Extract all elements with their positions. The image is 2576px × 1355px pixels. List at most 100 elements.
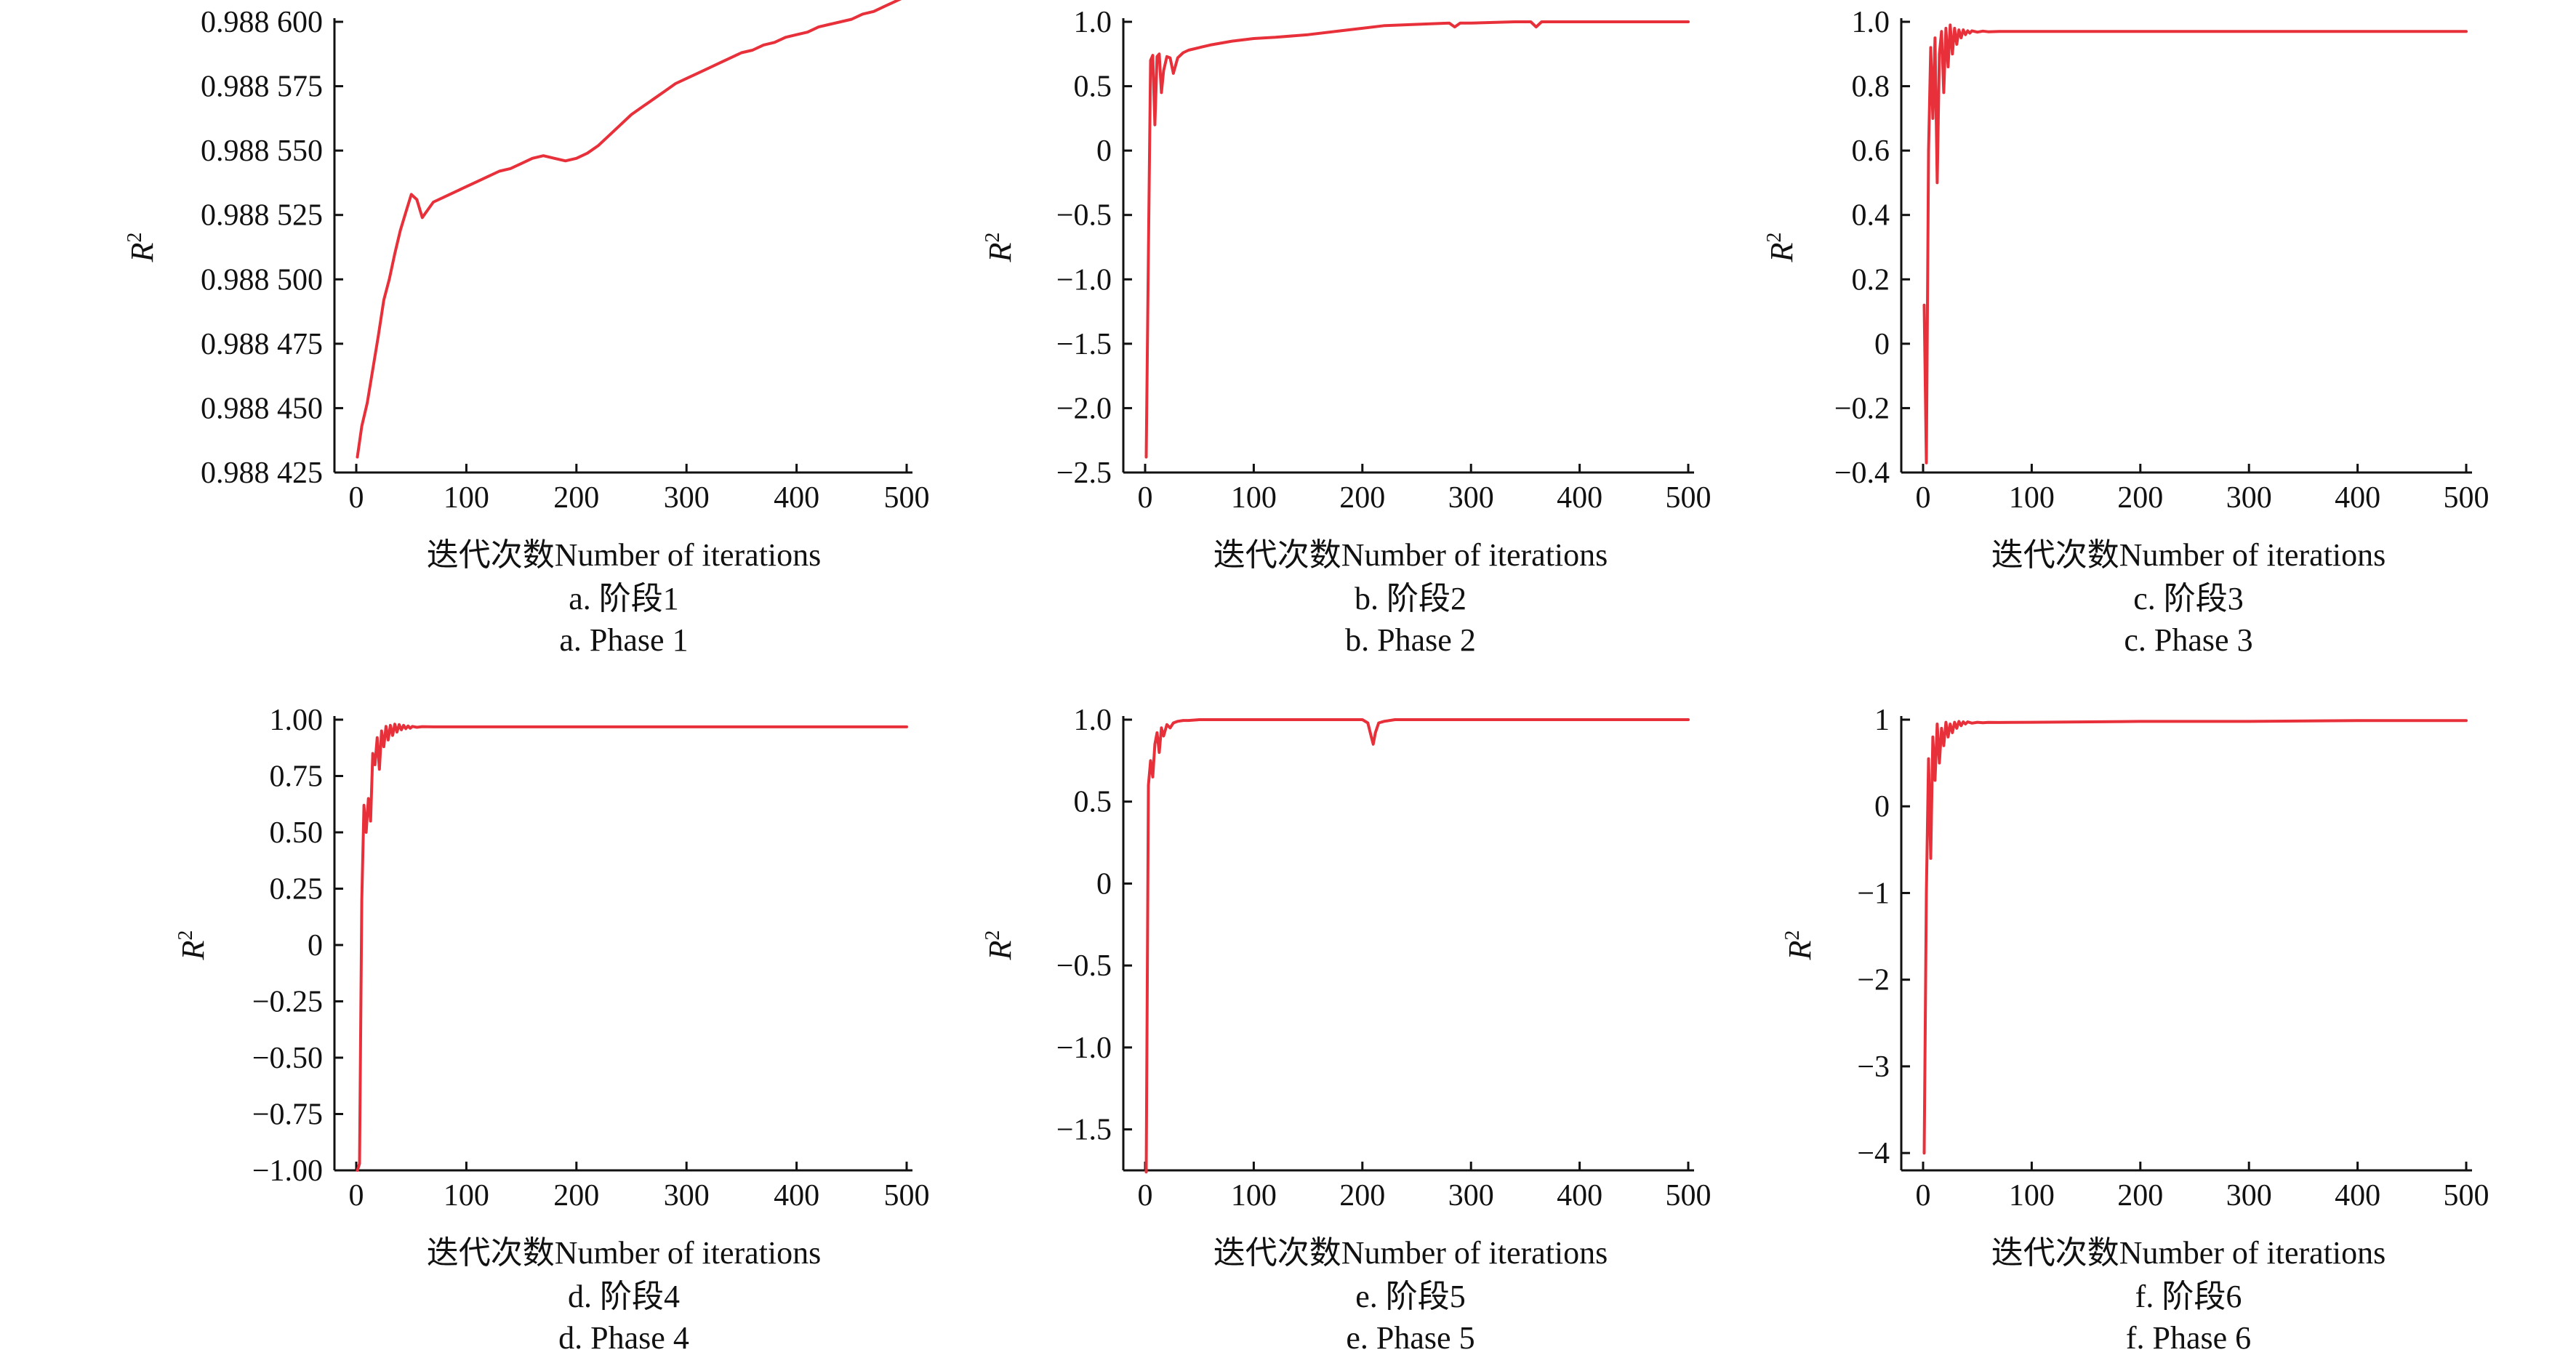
y-tick-label: 1.0	[1074, 6, 1112, 39]
x-axis-label: 迭代次数Number of iterations	[1991, 1235, 2386, 1271]
y-tick-label: −1.0	[1056, 1032, 1112, 1065]
x-tick-label: 500	[884, 481, 930, 515]
caption-en: c. Phase 3	[2124, 622, 2252, 658]
y-tick-label: 0.988 500	[201, 263, 323, 297]
chart-panel-5: 0 100 200 300 400 500 −1.5 −1.0 −0.5 0 0.5 1.0 R2 迭代次…	[982, 704, 1712, 1355]
y-axis-label-main: R	[982, 940, 1018, 960]
y-tick-label: 0.25	[270, 873, 324, 906]
x-tick-label: 500	[1666, 1179, 1712, 1213]
x-tick-label: 300	[1448, 1179, 1494, 1213]
y-tick-label: 1.00	[270, 704, 324, 737]
chart-panel-4: 0 100 200 300 400 500 −1.00 −0.75 −0.50 −0.25 0 0.2…	[174, 704, 930, 1355]
x-tick-label: 400	[2335, 481, 2380, 515]
y-tick-label: 0.988 425	[201, 457, 323, 490]
y-axis-label-sup: 2	[124, 233, 146, 243]
y-tick-label: −2	[1857, 964, 1890, 997]
x-tick-label: 200	[2117, 481, 2163, 515]
y-axis-label-sup: 2	[982, 233, 1004, 243]
y-tick-label: −1	[1857, 877, 1890, 910]
y-tick-label: −1.5	[1056, 1114, 1112, 1147]
y-axis-label-main: R	[1782, 940, 1818, 960]
caption-cn: f. 阶段6	[2135, 1279, 2242, 1314]
caption-cn: a. 阶段1	[569, 581, 679, 616]
x-axis-label: 迭代次数Number of iterations	[1991, 537, 2386, 573]
x-tick-label: 300	[664, 1179, 710, 1213]
y-tick-label: 0	[1096, 134, 1112, 168]
y-axis-label: R2	[982, 930, 1018, 961]
caption-cn: d. 阶段4	[568, 1279, 680, 1314]
caption-en: b. Phase 2	[1345, 622, 1476, 658]
y-tick-label: 1.0	[1074, 704, 1112, 737]
x-tick-label: 200	[1339, 481, 1385, 515]
x-tick-label: 400	[774, 481, 819, 515]
y-tick-label: 0.5	[1074, 786, 1112, 819]
x-tick-label: 400	[774, 1179, 819, 1213]
x-tick-label: 500	[1666, 481, 1712, 515]
y-tick-label: −0.75	[252, 1098, 323, 1132]
y-axis-label-sup: 2	[982, 930, 1004, 941]
caption-en: a. Phase 1	[559, 622, 688, 658]
x-tick-label: 0	[1138, 481, 1153, 515]
y-tick-label: −0.5	[1056, 199, 1112, 233]
x-tick-label: 0	[1916, 1179, 1931, 1213]
x-axis-label: 迭代次数Number of iterations	[1213, 1235, 1608, 1271]
y-tick-label: 0	[308, 929, 323, 962]
x-tick-label: 100	[2009, 481, 2055, 515]
x-tick-label: 300	[1448, 481, 1494, 515]
x-tick-label: 100	[2009, 1179, 2055, 1213]
caption-cn: e. 阶段5	[1355, 1279, 1466, 1314]
y-axis-label: R2	[124, 233, 160, 263]
x-tick-label: 500	[2444, 481, 2489, 515]
y-tick-label: 0	[1096, 867, 1112, 901]
x-tick-label: 100	[444, 481, 489, 515]
y-tick-label: 0.6	[1852, 134, 1890, 168]
chart-panel-2: 0 100 200 300 400 500 −2.5 −2.0 −1.5 −1.0 −0.5 0 0.5…	[982, 6, 1712, 658]
y-tick-label: 0.988 525	[201, 199, 323, 233]
caption-en: d. Phase 4	[558, 1320, 689, 1355]
caption-cn: b. 阶段2	[1355, 581, 1466, 616]
y-tick-label: 0.988 475	[201, 328, 323, 361]
y-tick-label: −0.5	[1056, 949, 1112, 983]
x-axis-label: 迭代次数Number of iterations	[427, 1235, 822, 1271]
y-tick-label: −3	[1857, 1050, 1890, 1084]
y-axis-label-main: R	[124, 242, 160, 262]
y-axis-label-sup: 2	[174, 930, 197, 941]
y-tick-label: 0.988 550	[201, 134, 323, 168]
y-tick-label: 1	[1874, 704, 1890, 737]
r2-series-line	[1922, 23, 2468, 465]
r2-series-line	[356, 723, 908, 1172]
y-axis-label: R2	[1763, 233, 1799, 263]
y-axis-label: R2	[174, 930, 211, 961]
y-tick-label: 0.988 575	[201, 71, 323, 104]
y-tick-label: 0.50	[270, 816, 324, 850]
r2-series-line	[1144, 20, 1690, 459]
x-tick-label: 0	[349, 1179, 364, 1213]
y-tick-label: 0.75	[270, 760, 324, 794]
y-axis-label-sup: 2	[1781, 930, 1804, 941]
y-tick-label: −0.50	[252, 1042, 323, 1075]
r2-series-line	[1144, 718, 1690, 1174]
y-tick-label: −1.0	[1056, 263, 1112, 297]
x-tick-label: 0	[1138, 1179, 1153, 1213]
y-axis-label-sup: 2	[1763, 233, 1786, 243]
y-tick-label: 0	[1874, 328, 1890, 361]
x-tick-label: 400	[1557, 1179, 1602, 1213]
caption-en: f. Phase 6	[2126, 1320, 2251, 1355]
y-tick-label: 0.5	[1074, 71, 1112, 104]
caption-en: e. Phase 5	[1346, 1320, 1474, 1355]
x-tick-label: 300	[664, 481, 710, 515]
y-tick-label: −2.0	[1056, 392, 1112, 425]
x-tick-label: 200	[553, 481, 599, 515]
caption-cn: c. 阶段3	[2133, 581, 2244, 616]
x-tick-label: 400	[2335, 1179, 2380, 1213]
y-axis-label: R2	[1781, 930, 1818, 961]
y-tick-label: 0.988 600	[201, 6, 323, 39]
y-tick-label: −2.5	[1056, 457, 1112, 490]
y-axis-label-main: R	[1764, 242, 1799, 262]
y-tick-label: −1.5	[1056, 328, 1112, 361]
x-tick-label: 400	[1557, 481, 1602, 515]
x-tick-label: 200	[1339, 1179, 1385, 1213]
chart-panel-1: 0 100 200 300 400 500 0.988 425 0.988 450 0.988 …	[124, 0, 930, 658]
